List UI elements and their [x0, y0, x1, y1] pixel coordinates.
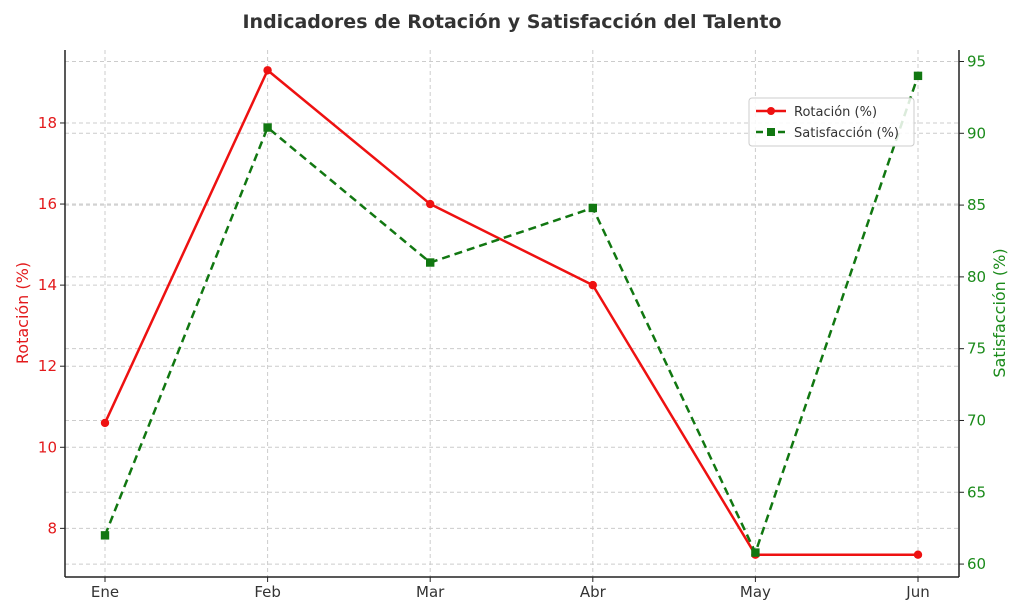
- data-point-rotacion: [588, 280, 597, 290]
- series-line-satisfaccion: [103, 75, 920, 554]
- legend-rotacion-label: Rotación (%): [794, 105, 877, 120]
- grid: [65, 50, 959, 577]
- left-axis-ticks: 8 10 12 14 16 18: [38, 114, 65, 537]
- data-point-satisfaccion: [426, 258, 435, 267]
- legend-satisfaccion-label: Satisfacción (%): [794, 126, 899, 141]
- series-layer: [100, 66, 923, 559]
- right-tick-label: 75: [967, 340, 986, 358]
- right-tick-label: 65: [967, 483, 986, 501]
- left-tick-label: 18: [38, 114, 57, 132]
- left-tick-label: 8: [47, 519, 57, 537]
- chart-title: Indicadores de Rotación y Satisfacción d…: [242, 11, 781, 33]
- legend-box: [748, 97, 915, 147]
- left-tick-label: 10: [38, 438, 57, 456]
- data-point-rotacion: [426, 199, 435, 209]
- right-axis-label: Satisfacción (%): [990, 248, 1009, 377]
- x-tick-label: Mar: [416, 583, 445, 601]
- data-point-satisfaccion: [913, 71, 923, 81]
- data-point-satisfaccion: [100, 531, 110, 540]
- right-axis-ticks: 60 65 70 75 80 85 90 95: [959, 52, 986, 573]
- x-axis-ticks: Ene Feb Mar Abr May Jun: [91, 577, 930, 601]
- right-tick-label: 90: [967, 124, 986, 142]
- axes: [64, 50, 960, 578]
- left-tick-label: 14: [38, 276, 57, 294]
- left-tick-label: 12: [38, 357, 57, 375]
- left-tick-label: 16: [38, 195, 57, 213]
- legend: Rotación (%) Satisfacción (%): [748, 97, 915, 147]
- legend-rotacion-marker: [767, 107, 775, 115]
- data-point-satisfaccion: [263, 123, 272, 132]
- right-tick-label: 95: [967, 52, 986, 70]
- x-tick-label: May: [740, 583, 771, 601]
- right-tick-label: 80: [967, 268, 986, 286]
- right-tick-label: 85: [967, 196, 986, 214]
- x-tick-label: Abr: [580, 583, 607, 601]
- x-tick-label: Jun: [905, 583, 929, 601]
- right-tick-label: 70: [967, 411, 986, 429]
- data-point-rotacion: [913, 550, 923, 559]
- data-point-satisfaccion: [751, 548, 760, 557]
- legend-satisfaccion-marker: [767, 128, 775, 136]
- left-axis-label: Rotación (%): [13, 262, 32, 364]
- right-tick-label: 60: [967, 555, 986, 573]
- data-point-rotacion: [100, 418, 110, 428]
- x-tick-label: Feb: [254, 583, 281, 601]
- data-point-satisfaccion: [588, 203, 597, 213]
- series-line-rotacion: [103, 69, 918, 556]
- data-point-rotacion: [263, 66, 272, 75]
- x-tick-label: Ene: [91, 583, 119, 601]
